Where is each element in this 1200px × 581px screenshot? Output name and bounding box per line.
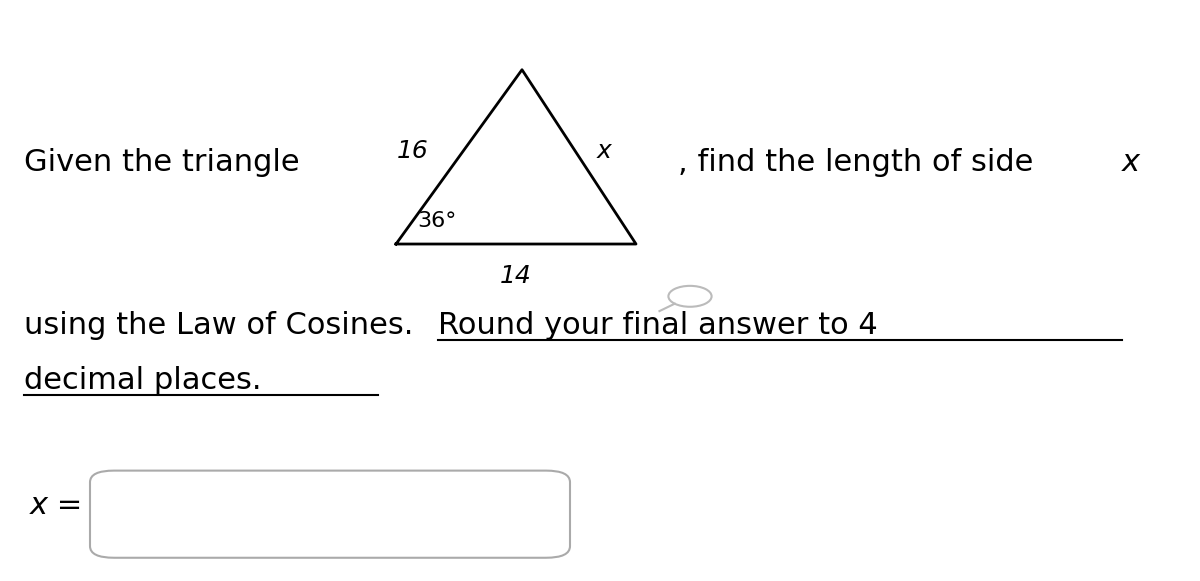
Text: , find the length of side: , find the length of side — [678, 148, 1043, 177]
Text: x: x — [1122, 148, 1140, 177]
Text: Given the triangle: Given the triangle — [24, 148, 300, 177]
Text: Round your final answer to 4: Round your final answer to 4 — [438, 311, 877, 340]
FancyBboxPatch shape — [90, 471, 570, 558]
Text: 36°: 36° — [418, 211, 457, 231]
Text: 16: 16 — [397, 139, 430, 163]
Text: 14: 14 — [500, 264, 532, 288]
Text: decimal places.: decimal places. — [24, 366, 262, 395]
Text: x: x — [598, 139, 612, 163]
Text: using the Law of Cosines.: using the Law of Cosines. — [24, 311, 424, 340]
Text: x =: x = — [30, 491, 83, 520]
